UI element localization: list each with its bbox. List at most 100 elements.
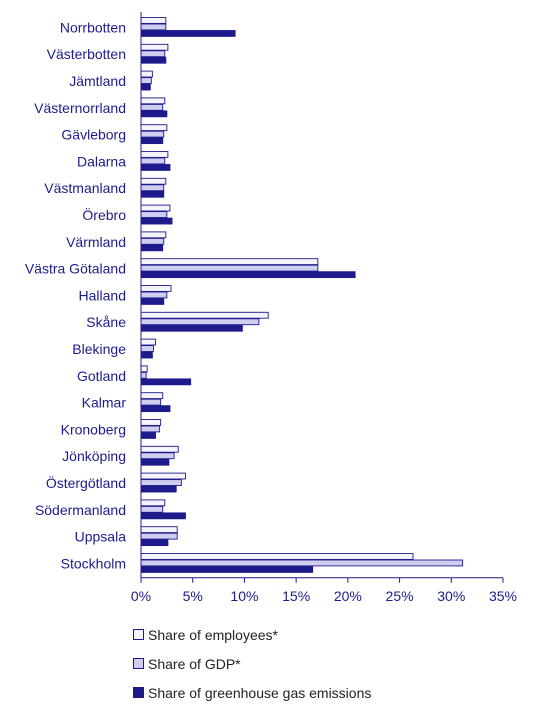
bar-kalmar-s0: [140, 392, 164, 400]
category-label-gotland: Gotland: [77, 368, 126, 384]
bar-v-stmanland-s2: [140, 190, 165, 198]
bar--rebro-s0: [140, 204, 171, 212]
category-label-sk-ne: Skåne: [86, 314, 126, 330]
category-label-dalarna: Dalarna: [77, 153, 126, 169]
x-tick-label-0: 0%: [131, 588, 151, 604]
bar--rebro-s2: [140, 217, 173, 225]
bar-norrbotten-s0: [140, 17, 167, 24]
legend-label-gdp: Share of GDP*: [148, 655, 241, 672]
category-label-j-nk-ping: Jönköping: [62, 448, 126, 464]
bar-j-nk-ping-s1: [140, 452, 175, 460]
bar-v-rmland-s1: [140, 237, 165, 245]
bar-sk-ne-s2: [140, 324, 243, 332]
bar-j-nk-ping-s2: [140, 458, 170, 466]
bar-blekinge-s1: [140, 345, 154, 352]
bar-stockholm-s0: [140, 553, 414, 560]
bar-halland-s2: [140, 298, 165, 305]
category-label-v-stmanland: Västmanland: [44, 180, 126, 196]
bar-v-rmland-s2: [140, 244, 164, 252]
bar-norrbotten-s2: [140, 30, 236, 37]
bar-v-stra-g-taland-s2: [140, 271, 356, 279]
bar-halland-s0: [140, 285, 172, 292]
bar-blekinge-s2: [140, 351, 153, 359]
bar-g-vleborg-s2: [140, 137, 164, 145]
bar-j-nk-ping-s0: [140, 445, 179, 453]
legend-label-emissions: Share of greenhouse gas emissions: [148, 684, 372, 701]
category-label-kalmar: Kalmar: [82, 395, 127, 411]
bar-kalmar-s1: [140, 398, 162, 406]
category-label-g-vleborg: Gävleborg: [61, 127, 126, 143]
bar--sterg-tland-s2: [140, 485, 177, 493]
x-tick-label-7: 35%: [489, 588, 517, 604]
legend: Share of employees* Share of GDP* Share …: [133, 620, 371, 707]
bar-v-sterbotten-s2: [140, 56, 167, 64]
legend-item-emissions: Share of greenhouse gas emissions: [133, 678, 371, 707]
legend-swatch-employees: [133, 629, 144, 640]
bar-v-sternorrland-s1: [140, 103, 164, 111]
bar-j-mtland-s2: [140, 83, 151, 91]
category-label-v-sternorrland: Västernorrland: [34, 100, 126, 116]
bar-v-sterbotten-s0: [140, 43, 169, 51]
legend-item-gdp: Share of GDP*: [133, 649, 371, 678]
bar-s-dermanland-s2: [140, 512, 186, 520]
category-label-halland: Halland: [79, 287, 126, 303]
bar-v-sternorrland-s0: [140, 97, 166, 105]
bar-sk-ne-s1: [140, 318, 260, 326]
category-label-v-sterbotten: Västerbotten: [47, 46, 126, 62]
bar-v-stmanland-s1: [140, 184, 165, 192]
bar-dalarna-s1: [140, 157, 166, 165]
bar--sterg-tland-s1: [140, 479, 182, 486]
bar--sterg-tland-s0: [140, 472, 186, 480]
category-label-v-stra-g-taland: Västra Götaland: [25, 261, 126, 277]
category-label--sterg-tland: Östergötland: [46, 474, 126, 491]
bar-v-stra-g-taland-s0: [140, 258, 319, 266]
category-label-uppsala: Uppsala: [75, 529, 127, 545]
bar-v-sternorrland-s2: [140, 110, 168, 118]
bar-blekinge-s0: [140, 338, 156, 346]
category-label-norrbotten: Norrbotten: [60, 19, 126, 35]
bar-g-vleborg-s0: [140, 124, 168, 132]
bar-j-mtland-s0: [140, 70, 153, 78]
bar-v-sterbotten-s1: [140, 50, 166, 58]
category-label-stockholm: Stockholm: [61, 555, 126, 571]
bar-stockholm-s1: [140, 559, 464, 567]
bar-v-stra-g-taland-s1: [140, 264, 319, 272]
bar-norrbotten-s1: [140, 23, 167, 31]
bar-g-vleborg-s1: [140, 130, 165, 138]
x-tick-label-4: 20%: [334, 588, 362, 604]
bar-j-mtland-s1: [140, 77, 152, 84]
category-label-s-dermanland: Södermanland: [35, 502, 126, 518]
bar-gotland-s2: [140, 378, 192, 386]
x-tick-label-1: 5%: [183, 588, 203, 604]
bar-kronoberg-s0: [140, 419, 162, 426]
bar-gotland-s0: [140, 365, 148, 373]
category-label-kronoberg: Kronoberg: [61, 421, 126, 437]
x-tick-label-5: 25%: [386, 588, 414, 604]
bar-dalarna-s0: [140, 151, 169, 158]
x-tick-label-6: 30%: [437, 588, 465, 604]
bar-uppsala-s0: [140, 526, 178, 534]
bar-uppsala-s1: [140, 532, 178, 540]
category-label-j-mtland: Jämtland: [69, 73, 126, 89]
bar-uppsala-s2: [140, 539, 169, 547]
bar-v-stmanland-s0: [140, 177, 167, 185]
bar-chart: Norrbotten Västerbotten Jämtland Västernorr…: [25, 12, 517, 604]
bar-v-rmland-s0: [140, 231, 167, 239]
bar-kalmar-s2: [140, 405, 171, 413]
legend-item-employees: Share of employees*: [133, 620, 371, 649]
legend-label-employees: Share of employees*: [148, 626, 278, 643]
bar-s-dermanland-s0: [140, 499, 166, 507]
x-tick-label-3: 15%: [282, 588, 310, 604]
legend-swatch-emissions: [133, 687, 144, 698]
bar-stockholm-s2: [140, 566, 314, 573]
bar-dalarna-s2: [140, 164, 171, 171]
category-label-blekinge: Blekinge: [72, 341, 126, 357]
bar-sk-ne-s0: [140, 311, 269, 319]
category-label-v-rmland: Värmland: [66, 234, 126, 250]
bar-kronoberg-s1: [140, 425, 161, 433]
bar-s-dermanland-s1: [140, 505, 164, 513]
bar-gotland-s1: [140, 371, 147, 379]
bar-kronoberg-s2: [140, 432, 156, 439]
legend-swatch-gdp: [133, 658, 144, 669]
category-label--rebro: Örebro: [82, 206, 126, 223]
